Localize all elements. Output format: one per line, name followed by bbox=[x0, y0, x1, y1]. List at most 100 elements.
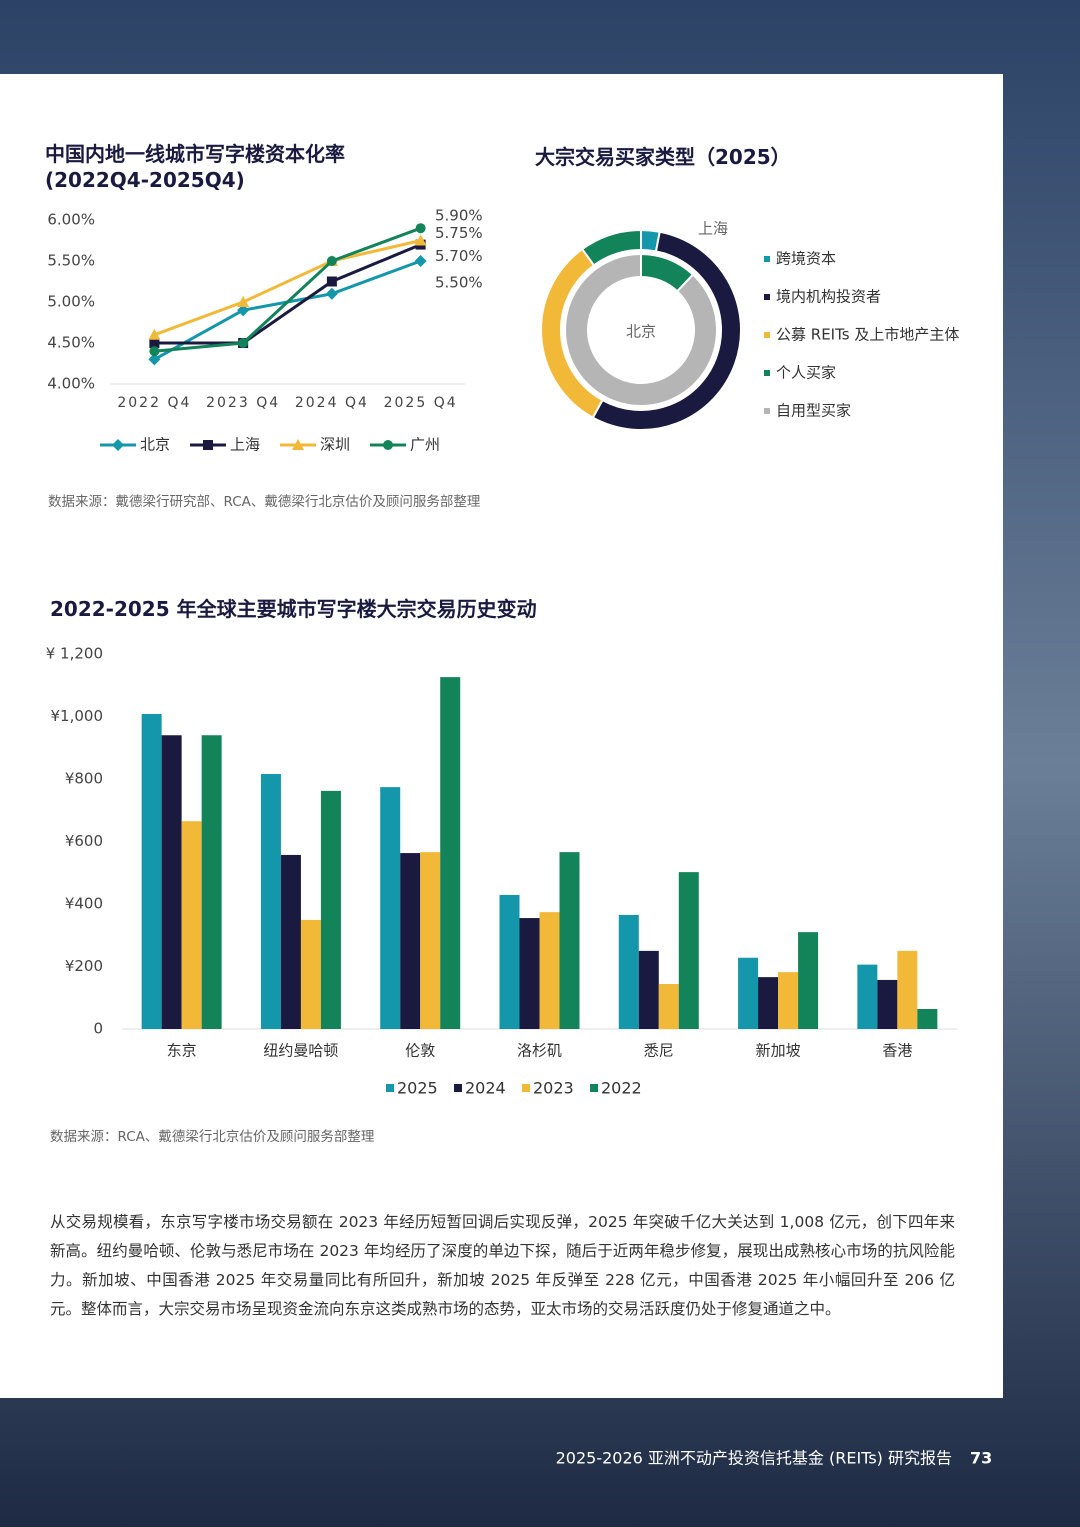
bar bbox=[738, 957, 759, 1029]
marker bbox=[383, 440, 393, 450]
chart-title: 中国内地一线城市写字楼资本化率 (2022Q4-2025Q4) bbox=[45, 142, 345, 192]
marker bbox=[148, 328, 161, 340]
legend-label: 跨境资本 bbox=[776, 250, 836, 268]
bar bbox=[678, 872, 699, 1029]
x-tick-label: 伦敦 bbox=[405, 1042, 435, 1060]
bar bbox=[917, 1009, 938, 1029]
bar bbox=[539, 912, 560, 1029]
bar bbox=[758, 977, 779, 1029]
y-tick-label: 4.00% bbox=[47, 375, 95, 393]
legend-label: 公募 REITs 及上市地产主体 bbox=[776, 326, 959, 344]
source-note: 数据来源：RCA、戴德梁行北京估价及顾问服务部整理 bbox=[50, 1129, 375, 1145]
legend-swatch bbox=[764, 408, 770, 414]
bar bbox=[380, 787, 401, 1029]
bar bbox=[440, 677, 461, 1029]
bar bbox=[897, 950, 918, 1029]
bar bbox=[877, 979, 898, 1029]
bar bbox=[181, 821, 202, 1029]
bar bbox=[161, 735, 182, 1029]
donut-segment bbox=[564, 252, 718, 407]
data-line bbox=[154, 243, 422, 345]
ring-label: 北京 bbox=[626, 323, 656, 341]
value-label: 5.90% bbox=[435, 207, 483, 225]
value-label: 5.70% bbox=[435, 247, 483, 265]
bar bbox=[559, 852, 580, 1029]
marker bbox=[203, 440, 213, 450]
y-tick-label: ¥200 bbox=[65, 957, 103, 975]
y-tick-label: 5.50% bbox=[47, 252, 95, 270]
bar bbox=[201, 735, 222, 1029]
x-tick-label: 2025 Q4 bbox=[384, 395, 458, 411]
y-tick-label: ¥ 1,200 bbox=[46, 645, 103, 663]
legend-label: 2024 bbox=[465, 1079, 506, 1098]
y-tick-label: 0 bbox=[93, 1020, 103, 1038]
marker bbox=[292, 439, 304, 450]
data-line bbox=[153, 239, 421, 337]
x-tick-label: 2023 Q4 bbox=[206, 395, 280, 411]
legend-swatch bbox=[764, 294, 770, 300]
x-tick-label: 东京 bbox=[167, 1042, 197, 1060]
bar bbox=[519, 918, 540, 1029]
marker bbox=[415, 223, 426, 234]
legend-label: 深圳 bbox=[320, 436, 350, 454]
bar bbox=[280, 854, 301, 1029]
body-paragraph: 从交易规模看，东京写字楼市场交易额在 2023 年经历短暂回调后实现反弹，202… bbox=[50, 1213, 955, 1318]
marker bbox=[237, 304, 250, 317]
y-tick-label: 6.00% bbox=[47, 211, 95, 229]
marker bbox=[326, 256, 337, 266]
donut-segment bbox=[580, 228, 642, 267]
x-tick-label: 纽约曼哈顿 bbox=[263, 1042, 338, 1060]
marker bbox=[149, 346, 160, 357]
bar bbox=[300, 919, 321, 1029]
bar bbox=[260, 774, 281, 1029]
legend-label: 个人买家 bbox=[776, 364, 836, 382]
legend-label: 2023 bbox=[533, 1079, 574, 1098]
marker bbox=[148, 353, 161, 366]
marker bbox=[325, 287, 338, 300]
legend-swatch bbox=[590, 1084, 598, 1092]
legend-label: 2025 bbox=[397, 1079, 438, 1098]
bar bbox=[400, 853, 421, 1029]
bar bbox=[857, 964, 878, 1029]
legend-label: 2022 bbox=[601, 1079, 642, 1098]
marker bbox=[237, 296, 250, 307]
legend-label: 自用型买家 bbox=[776, 402, 851, 420]
marker bbox=[149, 338, 160, 348]
chart-title: 大宗交易买家类型（2025） bbox=[535, 145, 791, 169]
x-tick-label: 洛杉矶 bbox=[517, 1042, 562, 1060]
x-tick-label: 香港 bbox=[882, 1042, 912, 1060]
marker bbox=[414, 255, 427, 267]
bar bbox=[778, 972, 799, 1029]
legend-label: 广州 bbox=[410, 436, 440, 454]
legend-swatch bbox=[522, 1084, 530, 1092]
x-tick-label: 2024 Q4 bbox=[295, 395, 369, 411]
bar bbox=[420, 852, 441, 1029]
y-tick-label: ¥400 bbox=[65, 895, 103, 913]
legend-label: 北京 bbox=[140, 436, 170, 454]
bar bbox=[638, 950, 659, 1029]
value-label: 5.50% bbox=[435, 274, 483, 292]
y-tick-label: 4.50% bbox=[47, 334, 95, 352]
bar bbox=[798, 932, 819, 1029]
y-tick-label: ¥600 bbox=[65, 832, 103, 850]
bar bbox=[320, 790, 341, 1029]
value-label: 5.75% bbox=[435, 224, 483, 242]
marker bbox=[238, 338, 249, 348]
bar bbox=[618, 914, 639, 1029]
ring-label: 上海 bbox=[698, 220, 728, 238]
legend-swatch bbox=[386, 1084, 394, 1092]
legend-swatch bbox=[764, 370, 770, 376]
y-tick-label: ¥800 bbox=[65, 770, 103, 788]
x-tick-label: 悉尼 bbox=[644, 1042, 674, 1060]
data-line bbox=[154, 226, 422, 353]
legend-label: 境内机构投资者 bbox=[776, 288, 881, 306]
footer-title: 2025-2026 亚洲不动产投资信托基金 (REITs) 研究报告 bbox=[556, 1449, 952, 1468]
bar bbox=[658, 984, 679, 1029]
x-tick-label: 2022 Q4 bbox=[117, 395, 191, 411]
marker bbox=[326, 276, 337, 287]
chart-title: 2022-2025 年全球主要城市写字楼大宗交易历史变动 bbox=[50, 597, 537, 621]
legend-label: 上海 bbox=[230, 436, 260, 454]
